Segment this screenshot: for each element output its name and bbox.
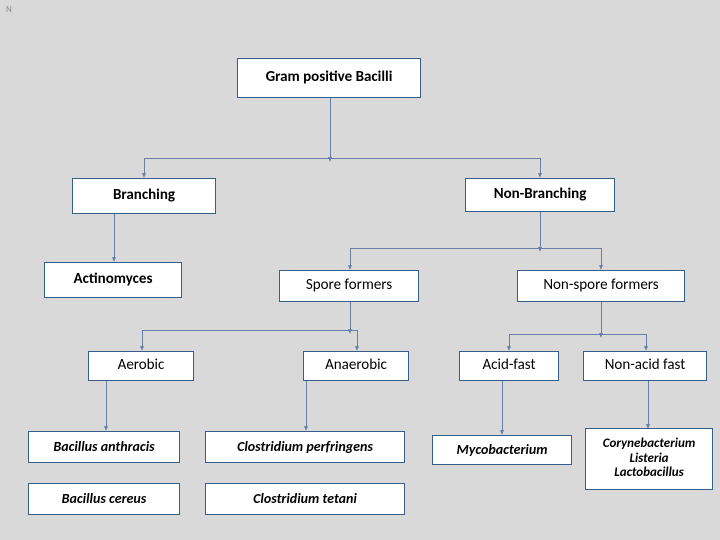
h-line-spore-split bbox=[142, 330, 357, 331]
node-branching: Branching bbox=[72, 178, 216, 214]
v-aerobic-leaf bbox=[106, 381, 107, 427]
node-acidfast: Acid-fast bbox=[459, 351, 559, 381]
v-acidfast-leaf bbox=[502, 381, 503, 431]
v-aerobic-in bbox=[142, 330, 143, 347]
h-line-level2 bbox=[350, 248, 601, 249]
node-spore-formers: Spore formers bbox=[279, 270, 419, 302]
node-anaerobic: Anaerobic bbox=[303, 351, 409, 381]
v-actinomyces bbox=[114, 214, 115, 258]
v-nonbranching bbox=[540, 158, 541, 174]
v-nonbranch-down bbox=[540, 212, 541, 248]
node-clostridium-tetani: Clostridium tetani bbox=[205, 483, 405, 515]
v-branching bbox=[144, 158, 145, 174]
node-aerobic: Aerobic bbox=[88, 351, 194, 381]
h-line-nonspore-split bbox=[509, 334, 646, 335]
corner-letter: N bbox=[6, 4, 12, 15]
v-nonspore-down bbox=[601, 302, 602, 334]
v-nonacid-in bbox=[646, 334, 647, 347]
node-nonspore-formers: Non-spore formers bbox=[517, 270, 685, 302]
node-corynebacterium-group: Corynebacterium Listeria Lactobacillus bbox=[585, 428, 713, 490]
v-anaerobic-leaf bbox=[306, 381, 307, 427]
node-bacillus-cereus: Bacillus cereus bbox=[28, 483, 180, 515]
v-nonacid-leaf bbox=[648, 381, 649, 425]
h-line-level1 bbox=[144, 158, 540, 159]
v-acidfast-in bbox=[509, 334, 510, 347]
v-spore-down bbox=[350, 302, 351, 330]
node-clostridium-perfringens: Clostridium perfringens bbox=[205, 431, 405, 463]
v-anaerobic-in bbox=[357, 330, 358, 347]
v-nonspore bbox=[601, 248, 602, 266]
node-nonbranching: Non-Branching bbox=[465, 178, 615, 212]
v-spore bbox=[350, 248, 351, 266]
node-actinomyces: Actinomyces bbox=[44, 262, 182, 298]
node-root: Gram positive Bacilli bbox=[237, 58, 421, 98]
v-root bbox=[330, 98, 331, 158]
node-nonacidfast: Non-acid fast bbox=[583, 351, 707, 381]
node-mycobacterium: Mycobacterium bbox=[432, 435, 572, 465]
node-bacillus-anthracis: Bacillus anthracis bbox=[28, 431, 180, 463]
